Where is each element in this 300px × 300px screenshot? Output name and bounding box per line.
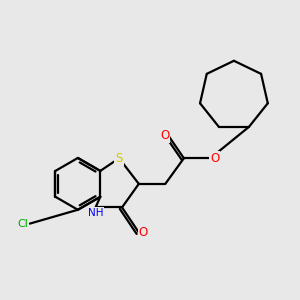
Text: O: O [210, 152, 219, 165]
Text: O: O [160, 129, 169, 142]
Text: NH: NH [88, 208, 103, 218]
Text: S: S [116, 152, 123, 165]
Text: Cl: Cl [17, 219, 28, 229]
Text: O: O [139, 226, 148, 239]
